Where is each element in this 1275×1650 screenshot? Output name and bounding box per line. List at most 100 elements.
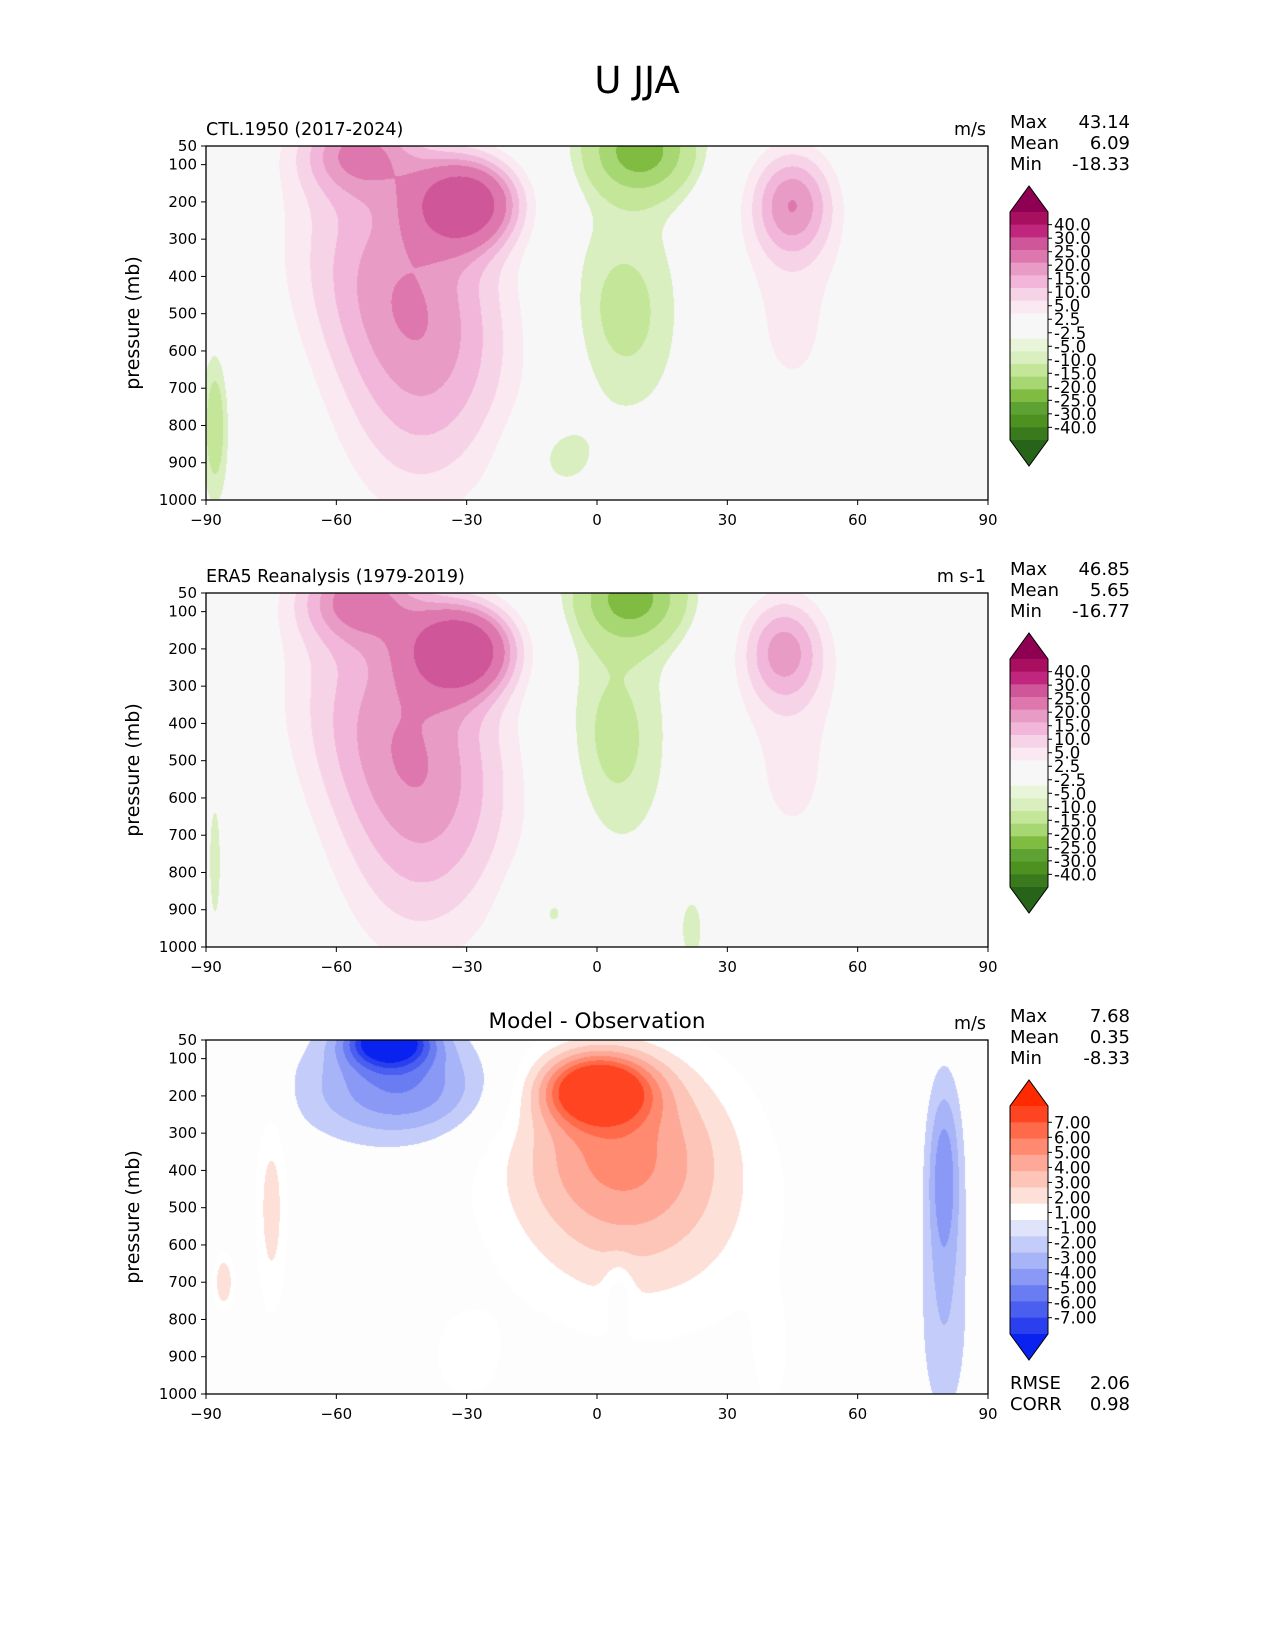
colorbar-segment	[1010, 1106, 1048, 1123]
units-label: m/s	[954, 120, 986, 140]
y-tick-label: 900	[168, 454, 197, 472]
colorbar-segment	[1010, 313, 1048, 327]
colorbar-segment	[1010, 760, 1048, 774]
colorbar: 40.030.025.020.015.010.05.02.5-2.5-5.0-1…	[1009, 185, 1097, 467]
colorbar-segment	[1010, 1122, 1048, 1140]
stat-label-min: Min	[1010, 154, 1042, 175]
colorbar-label: 40.0	[1054, 663, 1091, 682]
colorbar-extend-min	[1010, 887, 1048, 913]
y-tick-label: 600	[168, 1236, 197, 1254]
y-tick-label: 400	[168, 1161, 197, 1179]
stat-value-min: -8.33	[1083, 1048, 1130, 1069]
y-tick-label: 400	[168, 267, 197, 285]
y-tick-label: 100	[168, 603, 197, 621]
colorbar-segment	[1010, 224, 1048, 238]
colorbar-label: -1.00	[1054, 1219, 1097, 1238]
colorbar-segment	[1010, 1236, 1048, 1254]
x-tick-label: 0	[592, 958, 602, 976]
colorbar-segment	[1010, 773, 1048, 787]
x-tick-label: −90	[190, 958, 222, 976]
x-tick-label: 90	[978, 1405, 997, 1423]
x-tick-label: −30	[451, 958, 483, 976]
colorbar-label: 5.0	[1054, 744, 1080, 763]
contour-field-2	[206, 593, 988, 947]
colorbar-label: 2.5	[1054, 310, 1080, 329]
colorbar-segment	[1010, 659, 1048, 673]
colorbar-segment	[1010, 275, 1048, 289]
stat-value-min: -16.77	[1072, 601, 1130, 622]
colorbar-label: -40.0	[1054, 418, 1097, 437]
colorbar-outline	[1009, 185, 1049, 467]
x-tick-label: 60	[848, 958, 867, 976]
colorbar-label: -10.0	[1054, 351, 1097, 370]
colorbar-segment	[1010, 414, 1048, 428]
colorbar-segment	[1010, 1187, 1048, 1205]
colorbar-segment	[1010, 1252, 1048, 1270]
y-tick-label: 100	[168, 156, 197, 174]
colorbar-outline	[1009, 1079, 1049, 1361]
colorbar-segment	[1010, 288, 1048, 302]
y-tick-label: 800	[168, 1310, 197, 1328]
colorbar-label: -20.0	[1054, 378, 1097, 397]
colorbar-segment	[1010, 722, 1048, 736]
colorbar-segment	[1010, 1171, 1048, 1189]
x-tick-label: 30	[718, 511, 737, 529]
y-tick-label: 200	[168, 193, 197, 211]
colorbar-segment	[1010, 697, 1048, 711]
colorbar-extend-max	[1010, 633, 1048, 659]
colorbar-segment	[1010, 212, 1048, 226]
colorbar-label: 2.00	[1054, 1188, 1091, 1207]
colorbar-label: -3.00	[1054, 1249, 1097, 1268]
colorbar-segment	[1010, 364, 1048, 378]
colorbar-segment	[1010, 1154, 1048, 1172]
y-tick-label: 800	[168, 416, 197, 434]
colorbar-label: -25.0	[1054, 391, 1097, 410]
colorbar-label: -6.00	[1054, 1294, 1097, 1313]
stat-value-max: 46.85	[1078, 559, 1130, 580]
x-tick-label: −90	[190, 1405, 222, 1423]
colorbar-segment	[1010, 747, 1048, 761]
x-tick-label: 30	[718, 958, 737, 976]
colorbar-label: 1.00	[1054, 1203, 1091, 1222]
y-tick-label: 500	[168, 1199, 197, 1217]
colorbar-label: 10.0	[1054, 283, 1091, 302]
contour-field-1	[206, 146, 988, 500]
colorbar-label: -5.0	[1054, 337, 1086, 356]
stat-value-rmse: 2.06	[1090, 1373, 1130, 1394]
colorbar-segment	[1010, 1203, 1048, 1221]
colorbar-extend-min	[1010, 440, 1048, 466]
contour-field-3	[206, 1040, 988, 1394]
colorbar-segment	[1010, 300, 1048, 314]
y-tick-label: 200	[168, 1087, 197, 1105]
panel-left-title: CTL.1950 (2017-2024)	[206, 120, 403, 140]
x-tick-label: 90	[978, 511, 997, 529]
colorbar-segment	[1010, 849, 1048, 863]
y-tick-label: 900	[168, 901, 197, 919]
colorbar-label: 3.00	[1054, 1173, 1091, 1192]
stat-label-corr: CORR	[1010, 1394, 1062, 1415]
x-tick-label: 60	[848, 511, 867, 529]
y-tick-label: 300	[168, 677, 197, 695]
colorbar: 7.006.005.004.003.002.001.00-1.00-2.00-3…	[1009, 1079, 1097, 1361]
y-tick-label: 500	[168, 752, 197, 770]
colorbar-extend-max	[1010, 186, 1048, 212]
panel-1: CTL.1950 (2017-2024) m/s50100200300400500…	[122, 112, 1130, 529]
colorbar-segment	[1010, 709, 1048, 723]
stat-label-mean: Mean	[1010, 1027, 1059, 1048]
colorbar-label: 30.0	[1054, 676, 1091, 695]
colorbar-label: -5.00	[1054, 1279, 1097, 1298]
colorbar-label: -5.0	[1054, 784, 1086, 803]
colorbar-label: -4.00	[1054, 1264, 1097, 1283]
colorbar-segment	[1010, 326, 1048, 340]
x-tick-label: 60	[848, 1405, 867, 1423]
colorbar-segment	[1010, 811, 1048, 825]
colorbar-label: -20.0	[1054, 825, 1097, 844]
stat-value-max: 7.68	[1090, 1006, 1130, 1027]
y-tick-label: 1000	[159, 491, 197, 509]
colorbar-segment	[1010, 338, 1048, 352]
colorbar-segment	[1010, 1268, 1048, 1286]
y-tick-label: 50	[178, 137, 197, 155]
y-tick-label: 400	[168, 714, 197, 732]
colorbar-segment	[1010, 402, 1048, 416]
